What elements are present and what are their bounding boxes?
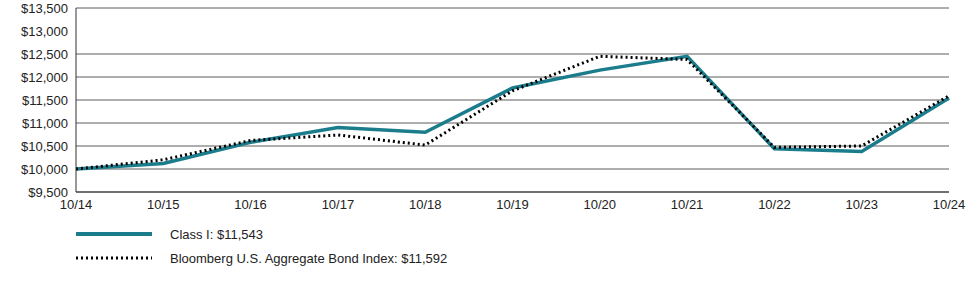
svg-text:10/17: 10/17 xyxy=(322,197,355,212)
svg-text:10/21: 10/21 xyxy=(671,197,704,212)
svg-text:10/20: 10/20 xyxy=(584,197,617,212)
svg-text:10/18: 10/18 xyxy=(409,197,442,212)
svg-text:10/15: 10/15 xyxy=(147,197,180,212)
html-text:Bloomberg U.S. Aggregate Bond: Bloomberg U.S. Aggregate Bond Index: $11… xyxy=(170,250,448,266)
svg-text:10/23: 10/23 xyxy=(845,197,878,212)
svg-text:$11,500: $11,500 xyxy=(22,93,68,108)
svg-text:$12,500: $12,500 xyxy=(21,47,68,62)
svg-text:$11,000: $11,000 xyxy=(22,116,68,131)
svg-text:$12,000: $12,000 xyxy=(21,70,68,85)
svg-text:10/14: 10/14 xyxy=(59,197,93,213)
svg-text:$13,500: $13,500 xyxy=(21,1,68,16)
svg-text:$10,000: $10,000 xyxy=(21,162,68,177)
html-text:Class I: $11,543: Class I: $11,543 xyxy=(170,226,263,242)
svg-text:10/19: 10/19 xyxy=(496,197,529,212)
svg-text:10/22: 10/22 xyxy=(758,197,791,212)
svg-text:10/24: 10/24 xyxy=(933,197,966,212)
svg-text:$13,000: $13,000 xyxy=(21,24,68,39)
svg-text:$9,500: $9,500 xyxy=(28,185,68,200)
svg-text:10/16: 10/16 xyxy=(234,197,267,212)
svg-text:$10,500: $10,500 xyxy=(21,139,68,154)
